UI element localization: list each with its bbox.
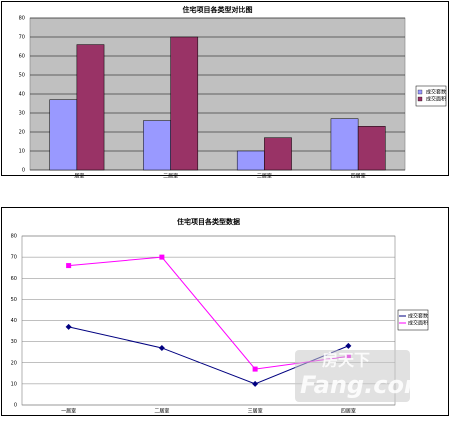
bar <box>357 126 386 171</box>
legend-swatch <box>417 96 423 102</box>
y-tick-label: 30 <box>19 111 25 117</box>
chart-title: 住宅项目各类型对比图 <box>183 5 253 14</box>
legend-label: 成交套数 <box>408 313 428 320</box>
y-tick-label: 40 <box>11 318 17 324</box>
y-tick-label: 20 <box>19 130 25 136</box>
point <box>252 366 258 372</box>
x-tick-label: 二居室 <box>154 408 169 415</box>
y-tick-label: 10 <box>19 149 25 155</box>
bar <box>264 137 292 171</box>
point <box>345 342 352 349</box>
point <box>159 254 165 260</box>
point <box>65 323 72 330</box>
y-tick-label: 60 <box>19 54 25 60</box>
point <box>252 380 259 387</box>
chart-title: 住宅项目各类型数据 <box>177 217 240 226</box>
bar <box>330 118 359 171</box>
bar <box>143 120 171 171</box>
point <box>66 263 72 269</box>
x-tick-label: 二居室 <box>163 173 178 180</box>
x-tick-label: 一居室 <box>61 408 76 415</box>
x-tick-label: 四居室 <box>351 173 366 180</box>
watermark-bg <box>295 350 410 402</box>
bar <box>236 150 265 171</box>
legend-label: 成交面积 <box>408 320 428 327</box>
watermark-brand: 房天下 <box>322 351 370 370</box>
y-tick-label: 80 <box>19 16 25 22</box>
x-tick-label: 一居室 <box>69 173 84 180</box>
y-tick-label: 50 <box>19 73 25 79</box>
y-tick-label: 30 <box>11 339 17 345</box>
x-tick-label: 三居室 <box>248 408 263 415</box>
y-tick-label: 70 <box>19 35 25 41</box>
bar <box>49 99 78 171</box>
y-tick-label: 40 <box>19 92 25 98</box>
legend-label: 成交套数 <box>426 89 446 96</box>
x-tick-label: 四居室 <box>341 408 356 415</box>
watermark-site: Fang.com <box>300 371 429 399</box>
y-tick-label: 70 <box>11 255 17 261</box>
x-tick-label: 三居室 <box>257 173 272 180</box>
y-tick-label: 60 <box>11 276 17 282</box>
y-tick-label: 0 <box>22 168 25 174</box>
y-tick-label: 0 <box>14 403 17 409</box>
bar <box>170 36 199 171</box>
legend-swatch <box>417 89 423 95</box>
legend-label: 成交面积 <box>426 96 446 103</box>
y-tick-label: 10 <box>11 381 17 387</box>
y-tick-label: 80 <box>11 234 17 240</box>
y-tick-label: 50 <box>11 297 17 303</box>
legend-box <box>415 85 447 107</box>
point <box>158 344 165 351</box>
y-tick-label: 20 <box>11 360 17 366</box>
bar <box>76 44 105 171</box>
legend-box <box>397 309 429 331</box>
watermark: 房天下 Fang.com <box>295 350 429 402</box>
